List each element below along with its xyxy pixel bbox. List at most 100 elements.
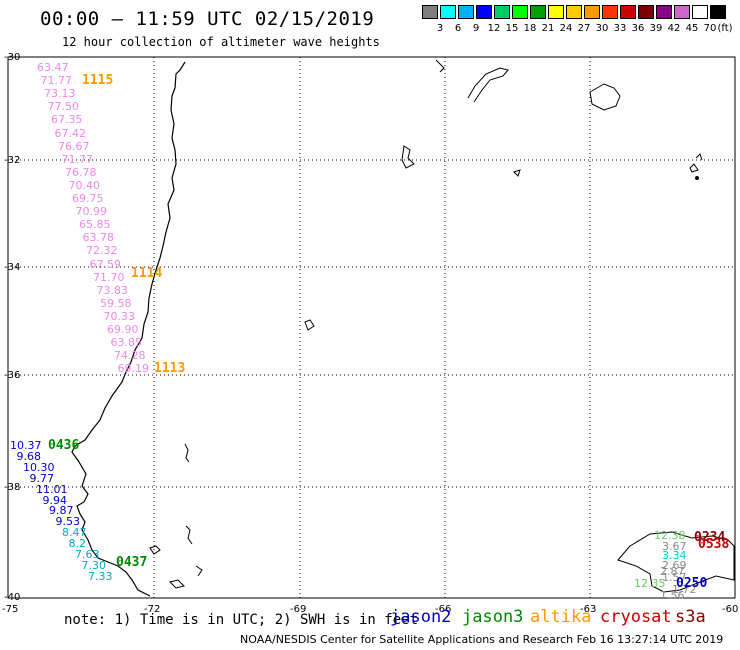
lon-label-72: -72 <box>144 604 161 615</box>
jason-value: 8.2 <box>68 537 87 551</box>
lat-label-30: -30 <box>4 52 21 63</box>
legend-swatch <box>530 5 546 19</box>
pass-time-0250: 0250 <box>676 576 708 591</box>
altika-value: 63.78 <box>82 231 115 245</box>
satellite-s3a: s3a <box>675 607 706 627</box>
jason-value: 8.47 <box>62 526 87 540</box>
lon-label-63: -63 <box>580 604 597 615</box>
jason-value: 9.53 <box>55 515 81 529</box>
pass-time-0538: 0538 <box>698 537 730 552</box>
se-value: 2.69 <box>662 559 687 572</box>
satellite-altika: altika <box>530 607 592 627</box>
satellite-jason2: jason2 <box>390 607 452 627</box>
altika-value: 63.47 <box>37 61 69 74</box>
argentina-coast <box>401 59 521 177</box>
jason-value: 10.30 <box>23 460 55 474</box>
lon-label-69: -69 <box>290 604 307 615</box>
lat-label-36: -36 <box>4 370 21 381</box>
footer-credit: NOAA/NESDIS Center for Satellite Applica… <box>240 633 724 646</box>
legend-label: 27 <box>577 23 591 34</box>
legend-swatch <box>476 5 492 19</box>
se-value: 12.38 <box>654 529 686 542</box>
altika-value: 69.90 <box>107 323 139 336</box>
altika-value: 63.85 <box>110 336 143 350</box>
legend-swatch <box>638 5 654 19</box>
legend-swatch <box>512 5 528 19</box>
altika-value: 69.75 <box>72 192 104 205</box>
legend-label: 18 <box>523 23 537 34</box>
altika-value: 69.19 <box>117 362 150 376</box>
altika-value: 65.85 <box>79 218 111 232</box>
legend-label: 30 <box>595 23 609 34</box>
altika-value: 77.50 <box>47 100 80 114</box>
legend-label: 15 <box>505 23 519 34</box>
map-title: 00:00 – 11:59 UTC 02/15/2019 <box>40 8 375 30</box>
altika-value: 73.83 <box>96 283 129 297</box>
se-value: 3.34 <box>662 549 687 562</box>
legend-swatch <box>602 5 618 19</box>
pass-time-1113: 1113 <box>154 361 186 376</box>
legend-swatch <box>566 5 582 19</box>
chile-coastline <box>71 61 186 597</box>
altika-value: 70.99 <box>75 205 108 219</box>
note-text: note: 1) Time is in UTC; 2) SWH is in fe… <box>64 612 419 628</box>
legend-label: 45 <box>685 23 699 34</box>
altika-value: 73.13 <box>44 87 76 101</box>
legend-label: 21 <box>541 23 555 34</box>
legend-label: 36 <box>631 23 645 34</box>
east-landmass <box>589 83 735 593</box>
se-value: 1.72 <box>672 583 697 596</box>
altika-value: 70.40 <box>68 178 101 192</box>
coastal-islands <box>149 443 203 589</box>
pass-time-0234: 0234 <box>694 530 726 545</box>
jason-value: 9.68 <box>16 449 42 463</box>
legend-swatch <box>422 5 438 19</box>
altika-value: 71.70 <box>93 270 125 284</box>
altika-value: 71.77 <box>40 74 73 88</box>
satellite-cryosat: cryosat <box>600 607 672 627</box>
legend-swatch <box>440 5 456 19</box>
jason-value: 10.37 <box>10 439 42 452</box>
jason-value: 9.87 <box>49 504 74 518</box>
legend-label: 6 <box>454 23 462 34</box>
altika-value: 72.32 <box>86 244 118 258</box>
legend-swatch <box>656 5 672 19</box>
map-frame <box>7 56 736 599</box>
pass-time-0437: 0437 <box>116 555 148 570</box>
lon-label-75: -75 <box>2 604 19 615</box>
legend-label: 9 <box>472 23 480 34</box>
altika-value: 59.58 <box>100 296 132 310</box>
legend-label: 39 <box>649 23 663 34</box>
legend-swatch <box>494 5 510 19</box>
legend-unit: (ft) <box>717 23 733 34</box>
legend-label: 42 <box>667 23 681 34</box>
jason-value: 9.94 <box>42 493 68 507</box>
legend-swatch <box>548 5 564 19</box>
map-subtitle: 12 hour collection of altimeter wave hei… <box>62 35 380 49</box>
se-value: 3.67 <box>662 540 687 553</box>
lat-label-38: -38 <box>4 482 21 493</box>
legend-label: 33 <box>613 23 627 34</box>
se-value: 2.87 <box>660 565 685 578</box>
lat-label-34: -34 <box>4 262 21 273</box>
altika-value: 74.28 <box>114 349 146 363</box>
legend-swatch <box>692 5 708 19</box>
altika-value: 76.78 <box>65 165 97 179</box>
lat-label-32: -32 <box>4 155 21 166</box>
satellite-jason3: jason3 <box>462 607 524 627</box>
jason-value: 11.01 <box>36 482 68 496</box>
pass-time-1115: 1115 <box>82 73 114 88</box>
se-value: 12.35 <box>634 577 666 590</box>
altika-value: 76.67 <box>58 139 90 153</box>
legend-label: 70 <box>703 23 717 34</box>
legend-swatch <box>710 5 726 19</box>
lon-label-66: -66 <box>435 604 452 615</box>
jason-value: 7.63 <box>75 548 100 561</box>
pass-time-0436: 0436 <box>48 438 80 453</box>
altika-value: 71.77 <box>61 152 94 166</box>
jason-value: 7.33 <box>88 569 113 583</box>
se-value: 1.57 <box>662 571 687 584</box>
lon-label-60: -60 <box>722 604 739 615</box>
altika-value: 67.42 <box>54 126 87 140</box>
